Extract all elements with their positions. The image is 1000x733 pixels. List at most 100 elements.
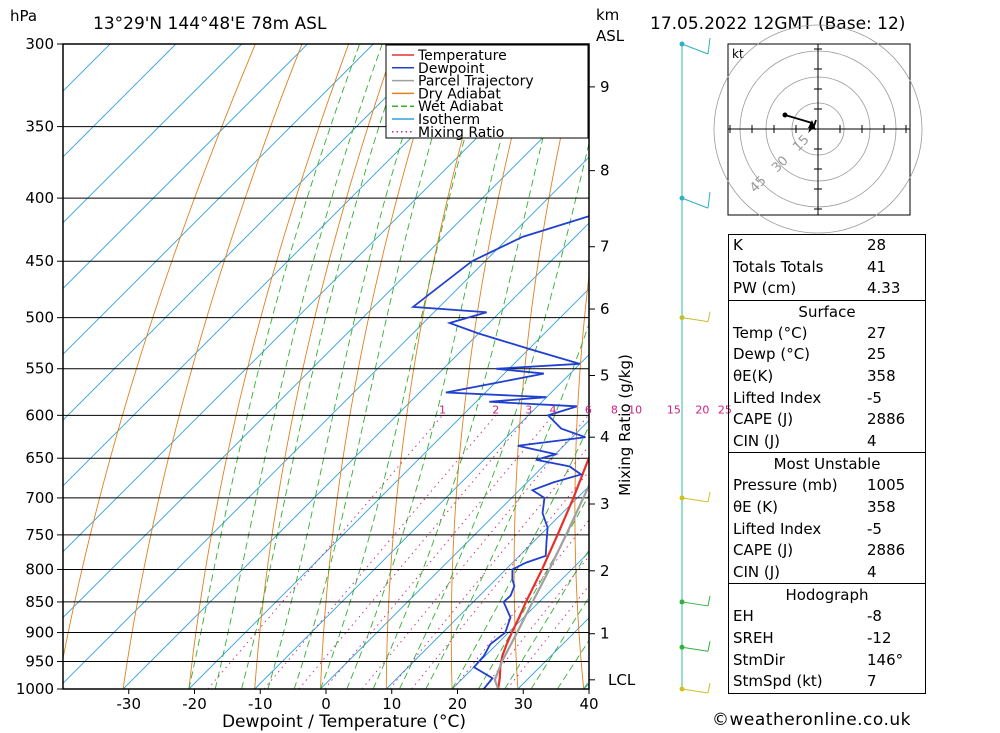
hodograph-title: Hodograph	[785, 586, 869, 605]
pressure-tick-label: 450	[25, 252, 54, 270]
series-dewpoint	[410, 97, 589, 689]
wet-adiabat-line	[451, 425, 589, 689]
height-tick-label: 6	[600, 300, 610, 318]
most-unstable-indices: Most Unstable Pressure (mb) 1005 θE (K) 358…	[728, 452, 926, 584]
wet-adiabat-line	[504, 549, 589, 689]
height-tick-label: 2	[600, 562, 610, 580]
height-tick-label: 9	[600, 78, 610, 96]
surface-indices: Surface Temp (°C) 27 Dewp (°C) 25 θE(K) 358 Li…	[728, 299, 926, 453]
index-value: 146°	[867, 650, 904, 669]
index-value: -5	[867, 388, 882, 407]
index-value: 4	[867, 431, 877, 450]
wet-adiabat-line	[293, 44, 461, 689]
general-indices: K 28 Totals Totals 41 PW (cm) 4.33	[728, 234, 926, 300]
legend-label: Wet Adiabat	[418, 99, 504, 115]
dry-adiabat-line	[254, 44, 396, 689]
index-value: 2886	[867, 541, 906, 560]
x-tick-label: -20	[182, 695, 207, 713]
pressure-tick-label: 600	[25, 406, 54, 424]
index-label: CIN (J)	[733, 431, 781, 450]
height-unit-km: km	[596, 6, 619, 24]
index-row: EH -8	[729, 606, 925, 628]
height-tick-label: 4	[600, 428, 610, 446]
mixing-ratio-label: 3	[525, 403, 532, 416]
height-tick-label: LCL	[608, 671, 636, 689]
index-label: Pressure (mb)	[733, 476, 838, 495]
mixing-ratio-label: 2	[492, 403, 499, 416]
index-label: PW (cm)	[733, 279, 797, 298]
isotherm-line	[63, 90, 589, 619]
mixing-ratio-line	[298, 415, 530, 689]
index-value: 1005	[867, 476, 906, 495]
legend-label: Isotherm	[418, 112, 480, 128]
wind-barb-shaft	[681, 601, 709, 607]
index-row: StmSpd (kt) 7	[729, 671, 925, 693]
index-row: K 28	[729, 235, 925, 257]
wet-adiabat-line	[241, 44, 407, 689]
wind-barb-flag	[707, 192, 711, 209]
wind-barb-flag	[707, 641, 711, 652]
hodograph-indices: Hodograph EH -8 SREH -12 StmDir 146° StmSpd (k…	[728, 583, 926, 694]
x-tick-label: -30	[117, 695, 142, 713]
pressure-tick-label: 400	[25, 189, 54, 207]
index-label: K	[733, 236, 743, 254]
pressure-tick-label: 550	[25, 360, 54, 378]
index-label: Temp (°C)	[733, 323, 808, 342]
index-value: -5	[867, 519, 882, 538]
index-row: θE (K) 358	[729, 497, 925, 519]
index-value: 358	[867, 366, 896, 385]
index-label: StmDir	[733, 650, 785, 669]
mixing-ratio-label: 20	[695, 403, 709, 416]
wind-barb-shaft	[681, 646, 709, 652]
x-tick-label: 30	[514, 695, 533, 713]
index-label: θE(K)	[733, 366, 774, 385]
wind-barb-flag	[707, 37, 711, 55]
datetime-title: 17.05.2022 12GMT (Base: 12)	[650, 14, 905, 34]
legend-label: Mixing Ratio	[418, 125, 504, 141]
pressure-tick-label: 650	[25, 449, 54, 467]
mixing-ratio-line	[452, 519, 589, 689]
pressure-tick-label: 800	[25, 560, 54, 578]
mixing-ratio-line	[324, 415, 554, 689]
height-unit-asl: ASL	[596, 27, 625, 45]
index-row: Dewp (°C) 25	[729, 344, 925, 366]
hodograph-unit: kt	[732, 47, 744, 61]
index-label: CAPE (J)	[733, 410, 794, 429]
index-value: 358	[867, 497, 896, 516]
pressure-tick-label: 950	[25, 653, 54, 671]
dry-adiabat-line	[122, 44, 303, 689]
credit-text: ©weatheronline.co.uk	[712, 710, 912, 730]
height-tick-label: 8	[600, 162, 610, 180]
dry-adiabat-line	[691, 7, 728, 689]
legend-label: Temperature	[417, 48, 507, 64]
index-value: 25	[867, 345, 887, 364]
wind-barb-shaft	[681, 497, 709, 503]
index-row: Lifted Index -5	[729, 519, 925, 541]
pressure-tick-label: 300	[25, 35, 54, 53]
index-label: StmSpd (kt)	[733, 672, 823, 691]
pressure-unit: hPa	[10, 7, 37, 25]
x-tick-label: 0	[321, 695, 331, 713]
wet-adiabat-line	[214, 44, 383, 689]
x-tick-label: -10	[248, 695, 273, 713]
wet-adiabat-line	[267, 44, 433, 689]
isotherm-line	[63, 44, 177, 158]
index-row: Pressure (mb) 1005	[729, 475, 925, 497]
dry-adiabat-line	[634, 7, 683, 689]
legend-label: Dry Adiabat	[418, 86, 501, 102]
x-tick-label: 40	[579, 695, 598, 713]
isotherm-line	[63, 44, 243, 224]
wind-barb-shaft	[681, 197, 709, 209]
indices-table: K 28 Totals Totals 41 PW (cm) 4.33 Surface Te…	[728, 234, 926, 694]
index-label: Totals Totals	[733, 257, 824, 276]
isotherm-line	[320, 419, 589, 689]
wet-adiabat-line	[188, 44, 361, 689]
index-value: -8	[867, 607, 882, 626]
index-value: 7	[867, 672, 877, 691]
index-row: CIN (J) 4	[729, 431, 925, 453]
mixing-ratio-label: 15	[667, 403, 681, 416]
series-temperature	[497, 454, 589, 689]
hodograph-ring	[713, 24, 923, 234]
wind-barbs-column	[679, 37, 711, 694]
pressure-tick-label: 900	[25, 624, 54, 642]
